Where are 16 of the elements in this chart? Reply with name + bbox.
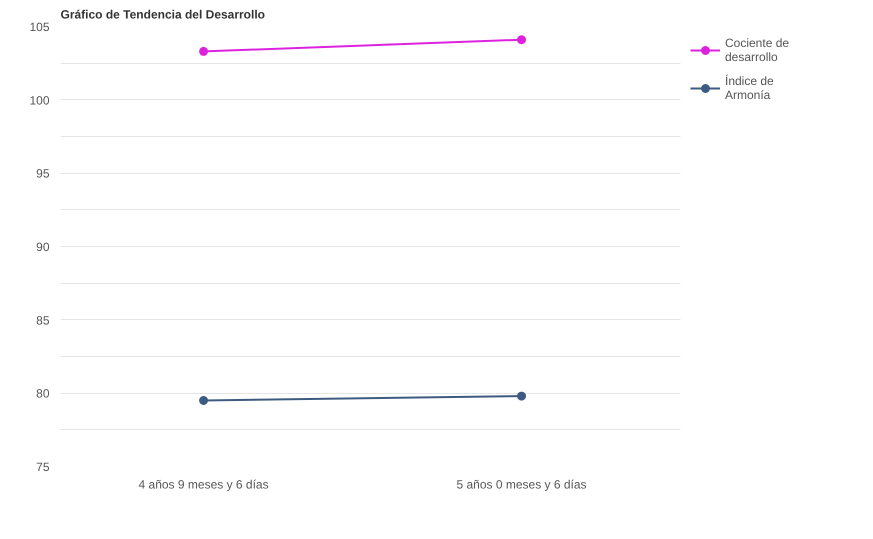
point bbox=[517, 35, 526, 44]
y-tick-label: 90 bbox=[36, 240, 50, 254]
y-tick-label: 95 bbox=[36, 166, 50, 181]
point bbox=[199, 396, 208, 405]
chart-title: Gráfico de Tendencia del Desarrollo bbox=[60, 8, 266, 22]
y-tick-label: 105 bbox=[29, 20, 50, 34]
y-tick-label: 75 bbox=[36, 460, 50, 474]
x-tick-label: 5 años 0 meses y 6 días bbox=[456, 478, 587, 492]
y-tick-label: 85 bbox=[36, 313, 50, 328]
y-tick-label: 80 bbox=[36, 386, 50, 401]
legend-label: Índice de Armonía bbox=[725, 74, 774, 102]
x-tick-label: 4 años 9 meses y 6 días bbox=[138, 478, 269, 492]
point bbox=[517, 392, 526, 401]
point bbox=[199, 46, 208, 56]
legend-label: Cociente de desarrollo bbox=[725, 36, 790, 64]
y-tick-label: 100 bbox=[29, 93, 50, 108]
